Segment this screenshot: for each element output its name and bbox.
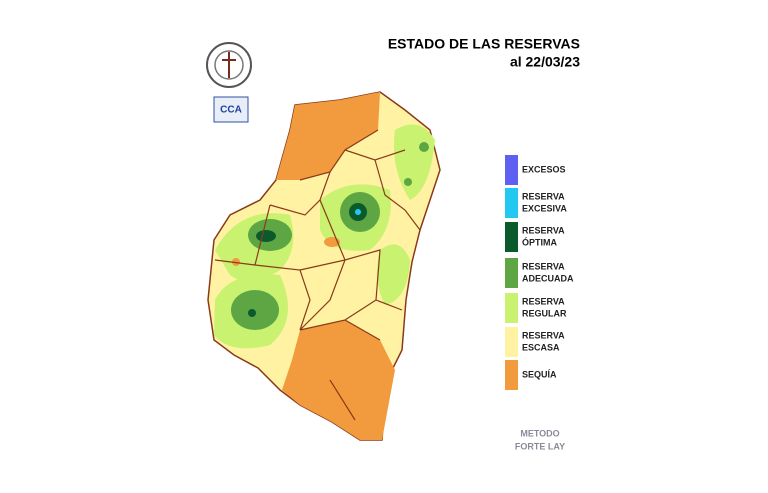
legend-label: RESERVA: [522, 225, 565, 235]
legend-label: REGULAR: [522, 308, 567, 318]
legend-swatch: [505, 360, 518, 390]
legend-label: ÓPTIMA: [522, 236, 557, 247]
cca-text: CCA: [220, 105, 242, 116]
legend-label: SEQUÍA: [522, 369, 557, 379]
cca-logo: CCA: [213, 96, 249, 123]
legend-label: EXCESIVA: [522, 203, 567, 213]
legend-label: RESERVA: [522, 330, 565, 340]
legend-swatch: [505, 327, 518, 357]
province-map: [207, 91, 441, 441]
legend-label: RESERVA: [522, 296, 565, 306]
legend-label: ESCASA: [522, 342, 560, 352]
legend-label: RESERVA: [522, 191, 565, 201]
legend-swatch: [505, 293, 518, 323]
legend-swatch: [505, 222, 518, 252]
map-title: ESTADO DE LAS RESERVAS: [388, 36, 580, 52]
map-date: al 22/03/23: [510, 54, 580, 70]
method-line: AIELLO: [524, 454, 557, 464]
method-note: METODO FORTE LAY AIELLO: [515, 428, 565, 464]
legend-label: RESERVA: [522, 261, 565, 271]
legend-label: EXCESOS: [522, 164, 566, 174]
method-line: METODO: [520, 428, 559, 438]
legend-swatch: [505, 188, 518, 218]
legend-swatch: [505, 155, 518, 185]
legend-swatch: [505, 258, 518, 288]
legend: EXCESOSRESERVAEXCESIVARESERVAÓPTIMARESER…: [505, 155, 574, 390]
method-line: FORTE LAY: [515, 441, 565, 451]
legend-label: ADECUADA: [522, 273, 574, 283]
logo: [206, 42, 252, 88]
